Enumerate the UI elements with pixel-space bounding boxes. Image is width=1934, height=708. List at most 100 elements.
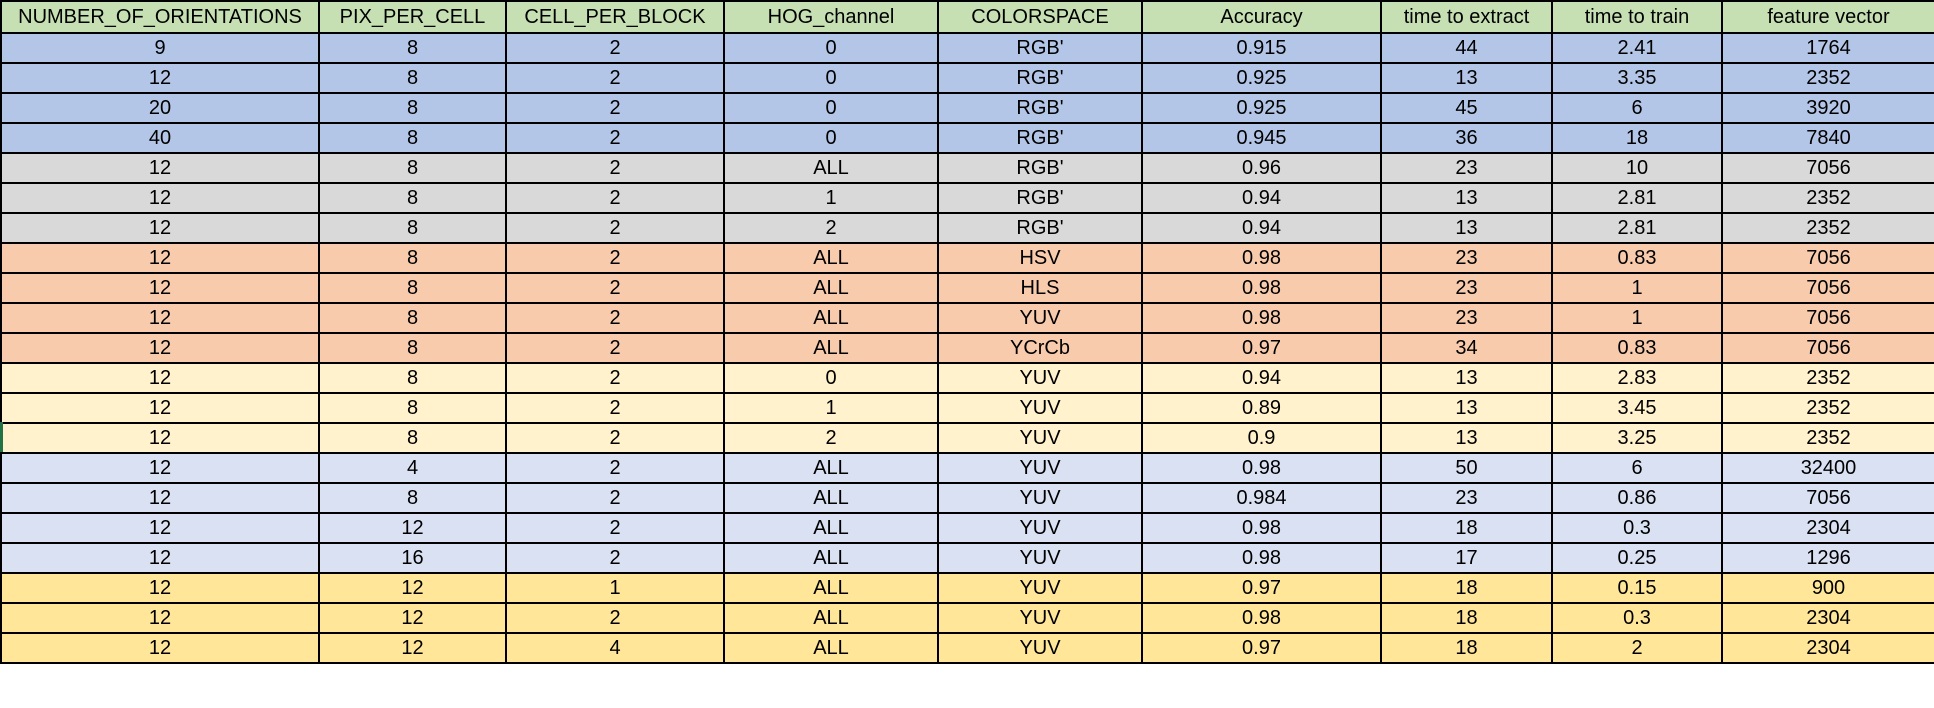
cell-time-to-train[interactable]: 2: [1551, 632, 1723, 664]
cell-cell-per-block[interactable]: 2: [505, 362, 725, 394]
cell-feature-vector[interactable]: 2352: [1721, 182, 1934, 214]
cell-feature-vector[interactable]: 900: [1721, 572, 1934, 604]
cell-number-of-orientations[interactable]: 12: [0, 602, 320, 634]
cell-colorspace[interactable]: RGB': [937, 152, 1143, 184]
cell-colorspace[interactable]: YUV: [937, 602, 1143, 634]
cell-time-to-extract[interactable]: 23: [1380, 302, 1553, 334]
cell-number-of-orientations[interactable]: 9: [0, 32, 320, 64]
cell-pix-per-cell[interactable]: 8: [318, 392, 507, 424]
cell-feature-vector[interactable]: 2352: [1721, 422, 1934, 454]
cell-pix-per-cell[interactable]: 12: [318, 602, 507, 634]
cell-time-to-train[interactable]: 2.81: [1551, 182, 1723, 214]
cell-number-of-orientations[interactable]: 12: [0, 152, 320, 184]
cell-colorspace[interactable]: YUV: [937, 422, 1143, 454]
cell-hog-channel[interactable]: ALL: [723, 302, 939, 334]
cell-pix-per-cell[interactable]: 8: [318, 32, 507, 64]
cell-time-to-train[interactable]: 0.3: [1551, 602, 1723, 634]
cell-cell-per-block[interactable]: 2: [505, 452, 725, 484]
cell-accuracy[interactable]: 0.94: [1141, 362, 1382, 394]
cell-time-to-extract[interactable]: 23: [1380, 152, 1553, 184]
cell-time-to-extract[interactable]: 23: [1380, 272, 1553, 304]
cell-hog-channel[interactable]: ALL: [723, 632, 939, 664]
cell-hog-channel[interactable]: 0: [723, 92, 939, 124]
cell-feature-vector[interactable]: 2304: [1721, 512, 1934, 544]
cell-cell-per-block[interactable]: 2: [505, 62, 725, 94]
cell-colorspace[interactable]: HSV: [937, 242, 1143, 274]
cell-number-of-orientations[interactable]: 12: [0, 422, 320, 454]
cell-accuracy[interactable]: 0.915: [1141, 32, 1382, 64]
cell-hog-channel[interactable]: ALL: [723, 272, 939, 304]
cell-feature-vector[interactable]: 2304: [1721, 602, 1934, 634]
cell-hog-channel[interactable]: ALL: [723, 512, 939, 544]
cell-cell-per-block[interactable]: 2: [505, 302, 725, 334]
cell-hog-channel[interactable]: ALL: [723, 332, 939, 364]
cell-time-to-train[interactable]: 0.3: [1551, 512, 1723, 544]
cell-time-to-train[interactable]: 2.83: [1551, 362, 1723, 394]
cell-time-to-extract[interactable]: 36: [1380, 122, 1553, 154]
cell-pix-per-cell[interactable]: 4: [318, 452, 507, 484]
cell-pix-per-cell[interactable]: 8: [318, 212, 507, 244]
cell-time-to-train[interactable]: 2.41: [1551, 32, 1723, 64]
cell-time-to-extract[interactable]: 13: [1380, 212, 1553, 244]
cell-hog-channel[interactable]: 0: [723, 32, 939, 64]
cell-time-to-train[interactable]: 18: [1551, 122, 1723, 154]
cell-time-to-extract[interactable]: 18: [1380, 572, 1553, 604]
header-pix-per-cell[interactable]: PIX_PER_CELL: [318, 0, 507, 34]
cell-cell-per-block[interactable]: 2: [505, 92, 725, 124]
cell-cell-per-block[interactable]: 1: [505, 572, 725, 604]
header-hog-channel[interactable]: HOG_channel: [723, 0, 939, 34]
cell-pix-per-cell[interactable]: 12: [318, 512, 507, 544]
cell-colorspace[interactable]: YUV: [937, 572, 1143, 604]
cell-time-to-train[interactable]: 2.81: [1551, 212, 1723, 244]
cell-number-of-orientations[interactable]: 40: [0, 122, 320, 154]
cell-pix-per-cell[interactable]: 8: [318, 92, 507, 124]
cell-number-of-orientations[interactable]: 12: [0, 302, 320, 334]
cell-accuracy[interactable]: 0.925: [1141, 92, 1382, 124]
header-time-to-train[interactable]: time to train: [1551, 0, 1723, 34]
header-time-to-extract[interactable]: time to extract: [1380, 0, 1553, 34]
cell-feature-vector[interactable]: 32400: [1721, 452, 1934, 484]
cell-feature-vector[interactable]: 2352: [1721, 62, 1934, 94]
cell-pix-per-cell[interactable]: 8: [318, 422, 507, 454]
cell-time-to-extract[interactable]: 13: [1380, 392, 1553, 424]
header-colorspace[interactable]: COLORSPACE: [937, 0, 1143, 34]
cell-time-to-train[interactable]: 1: [1551, 302, 1723, 334]
cell-cell-per-block[interactable]: 2: [505, 482, 725, 514]
cell-feature-vector[interactable]: 2352: [1721, 212, 1934, 244]
cell-number-of-orientations[interactable]: 12: [0, 482, 320, 514]
cell-colorspace[interactable]: YUV: [937, 452, 1143, 484]
cell-accuracy[interactable]: 0.98: [1141, 302, 1382, 334]
cell-cell-per-block[interactable]: 2: [505, 182, 725, 214]
cell-pix-per-cell[interactable]: 8: [318, 362, 507, 394]
cell-time-to-extract[interactable]: 18: [1380, 512, 1553, 544]
cell-time-to-extract[interactable]: 13: [1380, 182, 1553, 214]
cell-cell-per-block[interactable]: 2: [505, 272, 725, 304]
cell-number-of-orientations[interactable]: 12: [0, 632, 320, 664]
cell-pix-per-cell[interactable]: 16: [318, 542, 507, 574]
cell-time-to-extract[interactable]: 23: [1380, 242, 1553, 274]
cell-pix-per-cell[interactable]: 8: [318, 242, 507, 274]
cell-cell-per-block[interactable]: 4: [505, 632, 725, 664]
cell-number-of-orientations[interactable]: 12: [0, 362, 320, 394]
cell-time-to-extract[interactable]: 50: [1380, 452, 1553, 484]
cell-pix-per-cell[interactable]: 8: [318, 482, 507, 514]
cell-colorspace[interactable]: YUV: [937, 512, 1143, 544]
cell-cell-per-block[interactable]: 2: [505, 242, 725, 274]
cell-cell-per-block[interactable]: 2: [505, 212, 725, 244]
cell-number-of-orientations[interactable]: 12: [0, 212, 320, 244]
cell-colorspace[interactable]: RGB': [937, 122, 1143, 154]
cell-colorspace[interactable]: YUV: [937, 362, 1143, 394]
cell-time-to-extract[interactable]: 45: [1380, 92, 1553, 124]
cell-feature-vector[interactable]: 7056: [1721, 332, 1934, 364]
cell-colorspace[interactable]: YUV: [937, 482, 1143, 514]
cell-feature-vector[interactable]: 2352: [1721, 392, 1934, 424]
cell-number-of-orientations[interactable]: 12: [0, 572, 320, 604]
cell-colorspace[interactable]: YUV: [937, 542, 1143, 574]
cell-pix-per-cell[interactable]: 8: [318, 152, 507, 184]
cell-colorspace[interactable]: YUV: [937, 632, 1143, 664]
cell-number-of-orientations[interactable]: 12: [0, 392, 320, 424]
cell-feature-vector[interactable]: 3920: [1721, 92, 1934, 124]
cell-accuracy[interactable]: 0.98: [1141, 452, 1382, 484]
cell-time-to-train[interactable]: 0.83: [1551, 332, 1723, 364]
cell-time-to-extract[interactable]: 13: [1380, 62, 1553, 94]
